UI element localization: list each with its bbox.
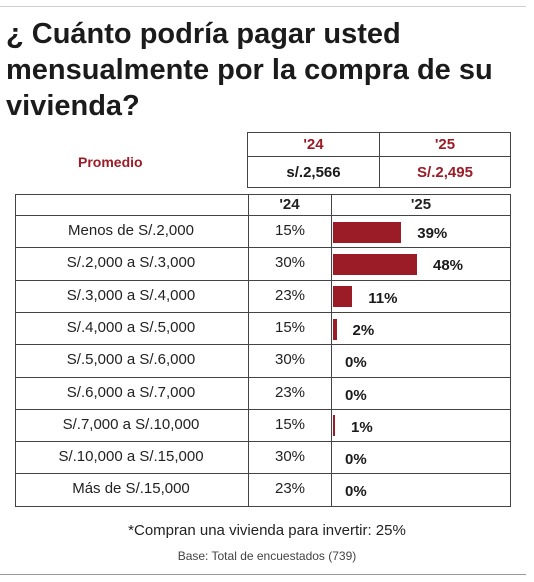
value-24: 23%	[274, 286, 306, 304]
top-rule	[0, 6, 526, 7]
row-divider	[15, 505, 511, 507]
table-border-left	[15, 194, 16, 506]
row-divider	[15, 473, 511, 475]
average-year-24-header: '24	[247, 132, 380, 157]
bar-25	[333, 318, 337, 340]
row-divider	[15, 408, 511, 410]
distribution-table: '24 '25 Menos de S/.2,000 15% 39% S/.2,000 a …	[15, 194, 511, 507]
bar-label-25: 0%	[345, 386, 367, 404]
bar-25	[333, 221, 402, 243]
average-year-25-header: '25	[379, 132, 511, 157]
row-divider	[15, 441, 511, 443]
row-label: S/.10,000 a S/.15,000	[58, 448, 204, 466]
row-divider	[15, 344, 511, 346]
table-border-top	[15, 194, 511, 195]
footnote: *Compran una vivienda para invertir: 25%	[128, 522, 406, 539]
bar-label-25: 0%	[345, 483, 367, 501]
row-label: S/.6,000 a S/.7,000	[66, 383, 196, 401]
bar-label-25: 0%	[345, 354, 367, 372]
row-label: S/.7,000 a S/.10,000	[62, 415, 200, 433]
page-title: ¿ Cuánto podría pagar usted mensualmente…	[6, 18, 493, 122]
base-note: Base: Total de encuestados (739)	[177, 549, 357, 563]
table-border-right	[510, 194, 511, 506]
row-label: S/.3,000 a S/.4,000	[66, 286, 196, 304]
row-divider	[15, 279, 511, 281]
value-24: 23%	[274, 480, 306, 498]
row-label: Más de S/.15,000	[72, 480, 190, 498]
value-24: 30%	[274, 254, 306, 272]
average-label: Promedio	[78, 154, 143, 170]
bar-label-25: 11%	[368, 289, 398, 307]
bar-label-25: 0%	[345, 451, 367, 469]
column-header-24: '24	[279, 196, 300, 213]
row-label: S/.5,000 a S/.6,000	[66, 351, 196, 369]
row-label: S/.2,000 a S/.3,000	[66, 254, 196, 272]
average-table: '24 '25 s/.2,566 S/.2,495	[247, 132, 511, 188]
average-value-25: S/.2,495	[379, 156, 511, 188]
bar-label-25: 2%	[352, 321, 375, 339]
bar-25	[333, 415, 335, 437]
value-24: 15%	[274, 318, 306, 336]
value-24: 30%	[274, 351, 306, 369]
bar-25	[333, 253, 417, 275]
bar-label-25: 1%	[351, 418, 373, 436]
bar-25	[333, 286, 353, 308]
column-header-25: '25	[410, 196, 432, 213]
bar-label-25: 48%	[433, 257, 464, 275]
average-value-24: s/.2,566	[247, 156, 380, 188]
bottom-rule	[0, 574, 526, 575]
column-divider	[331, 194, 332, 506]
bar-label-25: 39%	[417, 225, 448, 242]
row-label: S/.4,000 a S/.5,000	[66, 318, 196, 336]
value-24: 23%	[274, 383, 306, 401]
row-divider	[15, 311, 511, 313]
row-label: Menos de S/.2,000	[68, 222, 194, 239]
row-divider	[15, 247, 511, 249]
value-24: 15%	[274, 415, 306, 433]
row-divider	[15, 215, 511, 216]
column-divider	[248, 194, 249, 506]
value-24: 30%	[274, 448, 306, 466]
value-24: 15%	[274, 222, 306, 239]
row-divider	[15, 376, 511, 378]
